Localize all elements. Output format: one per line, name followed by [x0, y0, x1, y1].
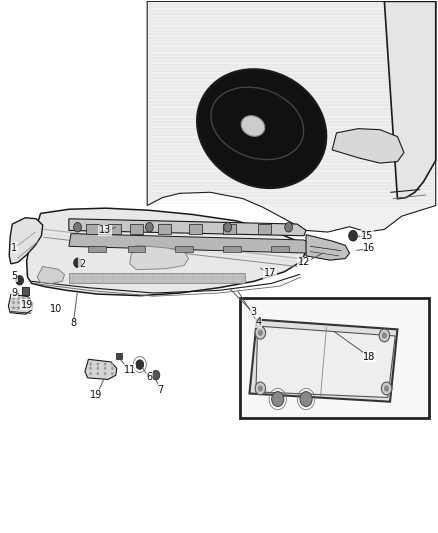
- Bar: [223, 246, 241, 252]
- Text: 19: 19: [21, 300, 33, 310]
- Circle shape: [384, 385, 389, 392]
- Circle shape: [17, 306, 20, 310]
- Text: 9: 9: [11, 288, 18, 298]
- Circle shape: [89, 372, 92, 375]
- Bar: [158, 224, 171, 233]
- Circle shape: [12, 306, 15, 310]
- Circle shape: [255, 382, 265, 395]
- Text: 7: 7: [157, 384, 163, 394]
- Circle shape: [12, 301, 15, 304]
- Text: 13: 13: [99, 225, 111, 236]
- Bar: [69, 273, 245, 284]
- Circle shape: [27, 306, 30, 310]
- Polygon shape: [27, 208, 306, 296]
- Circle shape: [145, 222, 153, 232]
- Text: 19: 19: [90, 390, 102, 400]
- Circle shape: [74, 222, 81, 232]
- Bar: [258, 224, 271, 233]
- Circle shape: [104, 362, 106, 366]
- Circle shape: [74, 258, 81, 268]
- Bar: [271, 246, 289, 252]
- Circle shape: [272, 392, 284, 407]
- Circle shape: [104, 367, 106, 370]
- Circle shape: [96, 362, 99, 366]
- Text: 17: 17: [264, 269, 276, 278]
- Ellipse shape: [197, 69, 326, 188]
- Text: 12: 12: [298, 257, 310, 267]
- Bar: [86, 224, 99, 233]
- Polygon shape: [85, 359, 117, 379]
- Text: 4: 4: [255, 317, 261, 327]
- Polygon shape: [37, 266, 64, 284]
- Text: 2: 2: [79, 259, 85, 269]
- Text: 6: 6: [146, 372, 152, 382]
- Circle shape: [96, 372, 99, 375]
- Circle shape: [22, 297, 25, 300]
- Circle shape: [152, 370, 160, 380]
- Text: 8: 8: [70, 318, 76, 328]
- Text: 10: 10: [49, 304, 62, 314]
- Text: 18: 18: [363, 352, 375, 361]
- Circle shape: [285, 222, 293, 232]
- Bar: [176, 246, 193, 252]
- Text: 15: 15: [361, 231, 373, 241]
- Ellipse shape: [241, 116, 265, 136]
- Circle shape: [16, 276, 24, 285]
- Bar: [240, 298, 429, 418]
- Bar: [88, 246, 106, 252]
- Bar: [188, 224, 201, 233]
- Circle shape: [255, 326, 265, 339]
- Bar: [116, 353, 122, 359]
- Bar: [127, 246, 145, 252]
- Bar: [108, 224, 121, 233]
- Circle shape: [22, 306, 25, 310]
- Polygon shape: [385, 2, 436, 199]
- Circle shape: [382, 332, 387, 338]
- Bar: [223, 224, 237, 233]
- Text: 11: 11: [124, 365, 136, 375]
- Bar: [130, 224, 143, 233]
- Circle shape: [111, 367, 114, 370]
- Text: 3: 3: [251, 306, 257, 317]
- Bar: [22, 287, 29, 295]
- Text: 18: 18: [363, 352, 375, 361]
- Circle shape: [300, 392, 312, 407]
- Circle shape: [104, 372, 106, 375]
- Circle shape: [111, 362, 114, 366]
- Circle shape: [258, 329, 263, 336]
- Circle shape: [349, 230, 357, 241]
- Text: 5: 5: [11, 271, 18, 281]
- Circle shape: [379, 329, 390, 342]
- Polygon shape: [130, 245, 188, 270]
- Circle shape: [89, 362, 92, 366]
- Polygon shape: [256, 326, 395, 398]
- Polygon shape: [250, 319, 397, 402]
- Polygon shape: [332, 128, 404, 163]
- Circle shape: [136, 360, 144, 369]
- Polygon shape: [9, 217, 43, 264]
- Text: 1: 1: [11, 243, 18, 253]
- Circle shape: [381, 382, 392, 395]
- Polygon shape: [69, 233, 315, 253]
- Circle shape: [27, 301, 30, 304]
- Circle shape: [258, 385, 263, 392]
- Circle shape: [89, 367, 92, 370]
- Circle shape: [22, 301, 25, 304]
- Circle shape: [17, 301, 20, 304]
- Circle shape: [17, 297, 20, 300]
- Circle shape: [224, 222, 232, 232]
- Polygon shape: [306, 235, 350, 260]
- Text: 16: 16: [363, 243, 375, 253]
- Polygon shape: [8, 294, 33, 314]
- Polygon shape: [69, 219, 306, 236]
- Circle shape: [96, 367, 99, 370]
- Circle shape: [27, 297, 30, 300]
- Circle shape: [111, 372, 114, 375]
- Circle shape: [12, 297, 15, 300]
- Polygon shape: [147, 2, 436, 232]
